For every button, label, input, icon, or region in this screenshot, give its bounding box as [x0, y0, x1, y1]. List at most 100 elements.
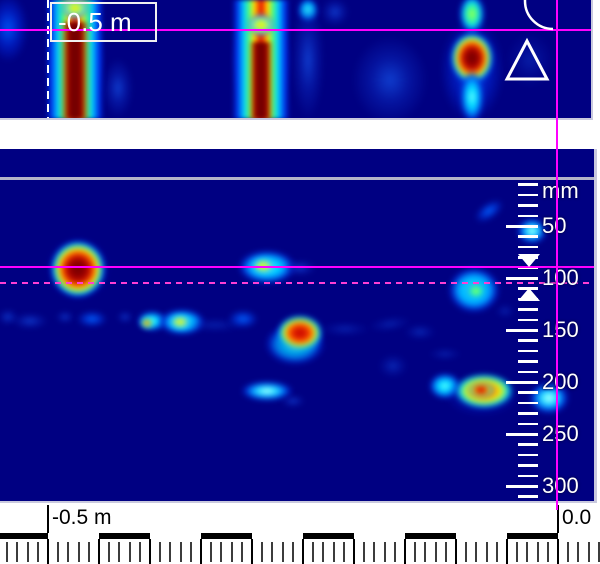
- depth-marker-down-icon[interactable]: [518, 254, 540, 267]
- tape-tick: [57, 542, 60, 562]
- tape-tick: [434, 542, 437, 562]
- depth-ruler-tick: [518, 495, 538, 498]
- heat-blob: [265, 323, 325, 365]
- tape-tick: [312, 542, 315, 562]
- depth-ruler-label: 150: [542, 317, 579, 342]
- depth-ruler-tick: [518, 391, 538, 394]
- tape-tick: [332, 542, 335, 562]
- depth-ruler-label: 50: [542, 213, 567, 238]
- tape-black-segment: [507, 533, 558, 539]
- depth-ruler-unit: mm: [542, 178, 579, 203]
- top-scan-panel[interactable]: -0.5 m: [0, 0, 593, 120]
- tape-tick: [342, 542, 345, 562]
- tape-tick: [159, 542, 162, 562]
- position-label-left: -0.5 m: [52, 506, 112, 529]
- tape-tick: [383, 542, 386, 562]
- heat-blob: [464, 281, 488, 301]
- depth-ruler-tick: [518, 464, 538, 467]
- heat-blob: [159, 309, 205, 335]
- position-tape-ruler[interactable]: [0, 533, 600, 564]
- heat-blob: [12, 313, 48, 329]
- heat-blob: [367, 314, 413, 334]
- tape-tick: [567, 542, 570, 562]
- depth-ruler-tick: [506, 485, 538, 488]
- tape-tick: [516, 542, 519, 562]
- tape-tick: [6, 542, 9, 562]
- heat-blob: [241, 381, 293, 401]
- depth-ruler-tick: [518, 422, 538, 426]
- surface-line: [0, 177, 594, 180]
- tape-tick: [77, 542, 80, 562]
- depth-ruler-tick: [518, 235, 538, 238]
- heat-blob: [137, 311, 167, 331]
- heat-blob: [378, 354, 408, 378]
- depth-ruler-tick: [518, 401, 538, 405]
- depth-ruler-tick: [518, 370, 538, 374]
- depth-ruler-tick: [518, 349, 538, 353]
- depth-ruler-tick: [518, 204, 538, 207]
- tape-tick: [240, 542, 243, 562]
- tape-tick: [587, 542, 590, 562]
- tape-tick: [98, 539, 100, 564]
- tape-tick: [455, 539, 457, 564]
- tape-tick: [546, 542, 549, 562]
- tape-tick: [404, 539, 406, 564]
- tape-tick: [179, 542, 182, 562]
- tape-tick: [353, 539, 355, 564]
- tape-tick: [118, 542, 121, 562]
- depth-ruler-tick: [518, 360, 538, 363]
- tape-tick: [506, 539, 508, 564]
- depth-ruler-tick: [506, 433, 538, 436]
- depth-ruler-label: 200: [542, 369, 579, 394]
- tape-tick: [87, 542, 90, 562]
- tape-tick: [322, 542, 325, 562]
- tape-tick: [424, 542, 427, 562]
- depth-ruler-tick: [518, 318, 538, 322]
- depth-ruler-tick: [518, 193, 538, 197]
- depth-cursor-line[interactable]: [0, 266, 594, 268]
- heat-blob: [320, 322, 370, 336]
- depth-scan-panel[interactable]: 50 100 150 200 250 300 mm: [0, 149, 597, 503]
- tape-tick: [302, 539, 304, 564]
- depth-ruler-tick: [518, 214, 538, 218]
- tape-tick: [281, 542, 284, 562]
- depth-ruler-label: 300: [542, 473, 579, 498]
- tape-tick: [444, 542, 447, 562]
- tape-tick: [36, 542, 39, 562]
- heat-blob: [51, 241, 105, 297]
- heat-blob: [471, 195, 507, 227]
- heat-blob: [77, 311, 107, 327]
- depth-ruler-tick: [518, 453, 538, 457]
- position-tick-right: [557, 505, 559, 533]
- depth-ruler-label: 100: [542, 265, 579, 290]
- tape-tick: [47, 539, 49, 564]
- cursor-vline[interactable]: [556, 0, 558, 510]
- heat-blob: [495, 304, 515, 318]
- depth-ruler-label: 250: [542, 421, 579, 446]
- tape-tick: [189, 542, 192, 562]
- heat-blob: [468, 382, 494, 398]
- tape-tick: [169, 542, 172, 562]
- depth-ruler-tick: [506, 225, 538, 228]
- tape-tick: [210, 542, 213, 562]
- depth-ruler-tick: [518, 245, 538, 249]
- depth-marker-up-icon[interactable]: [518, 288, 540, 301]
- depth-ruler-tick: [518, 339, 538, 342]
- tape-tick: [230, 542, 233, 562]
- tape-tick: [495, 542, 498, 562]
- position-label-right: 0.0: [562, 506, 592, 529]
- heat-blob: [428, 348, 462, 360]
- tape-tick: [251, 539, 253, 564]
- tape-tick: [526, 542, 529, 562]
- tape-tick: [261, 542, 264, 562]
- tape-tick: [414, 542, 417, 562]
- heat-blob: [117, 311, 133, 323]
- heat-blob: [455, 374, 513, 408]
- depth-ruler-tick: [506, 277, 538, 280]
- depth-ruler-tick: [518, 308, 538, 311]
- heat-blob: [448, 267, 500, 313]
- depth-cursor-dashed-line[interactable]: [0, 282, 594, 284]
- tape-black-segment: [303, 533, 354, 539]
- heat-blob: [45, 236, 111, 302]
